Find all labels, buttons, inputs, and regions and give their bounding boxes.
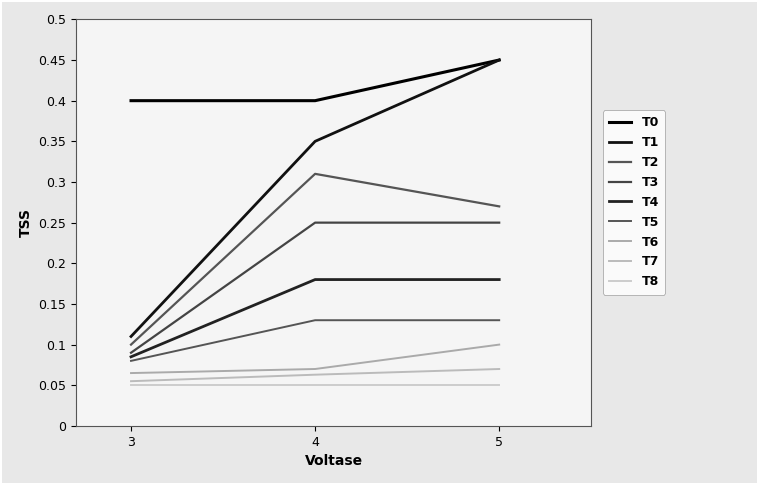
T8 — [311, 382, 320, 388]
T6 — [311, 366, 320, 372]
T8 — [495, 382, 504, 388]
T7 — [495, 366, 504, 372]
Line: T0: T0 — [131, 60, 500, 101]
Y-axis label: TSS: TSS — [18, 208, 33, 237]
T5 — [127, 358, 136, 364]
T0 — [495, 57, 504, 63]
T1 — [127, 333, 136, 339]
X-axis label: Voltase: Voltase — [305, 454, 362, 468]
Line: T3: T3 — [131, 223, 500, 353]
T8 — [127, 382, 136, 388]
T4 — [127, 354, 136, 360]
Line: T5: T5 — [131, 320, 500, 361]
T3 — [127, 350, 136, 356]
T2 — [127, 342, 136, 348]
Line: T7: T7 — [131, 369, 500, 381]
T1 — [495, 57, 504, 63]
Line: T6: T6 — [131, 345, 500, 373]
T4 — [311, 277, 320, 283]
Line: T4: T4 — [131, 280, 500, 357]
T0 — [127, 98, 136, 104]
T2 — [311, 171, 320, 177]
T3 — [495, 220, 504, 226]
T1 — [311, 138, 320, 144]
T0 — [311, 98, 320, 104]
T6 — [495, 342, 504, 348]
T5 — [495, 318, 504, 323]
T6 — [127, 370, 136, 376]
T7 — [127, 378, 136, 384]
Legend: T0, T1, T2, T3, T4, T5, T6, T7, T8: T0, T1, T2, T3, T4, T5, T6, T7, T8 — [603, 110, 665, 295]
T5 — [311, 318, 320, 323]
T4 — [495, 277, 504, 283]
Line: T2: T2 — [131, 174, 500, 345]
T7 — [311, 372, 320, 378]
Line: T1: T1 — [131, 60, 500, 336]
T2 — [495, 203, 504, 209]
T3 — [311, 220, 320, 226]
